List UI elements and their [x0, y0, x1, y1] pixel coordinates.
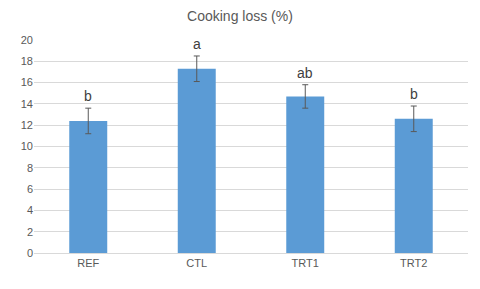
svg-text:TRT2: TRT2	[400, 257, 427, 269]
svg-text:REF: REF	[77, 257, 99, 269]
svg-text:14: 14	[21, 98, 33, 110]
svg-text:4: 4	[27, 204, 33, 216]
svg-text:TRT1: TRT1	[292, 257, 319, 269]
svg-text:8: 8	[27, 162, 33, 174]
svg-text:12: 12	[21, 119, 33, 131]
svg-text:10: 10	[21, 140, 33, 152]
svg-text:6: 6	[27, 183, 33, 195]
svg-text:a: a	[193, 36, 201, 52]
svg-text:ab: ab	[297, 65, 313, 81]
svg-text:2: 2	[27, 226, 33, 238]
svg-text:Cooking loss (%): Cooking loss (%)	[187, 8, 293, 24]
svg-text:b: b	[410, 86, 418, 102]
svg-text:0: 0	[27, 247, 33, 259]
svg-text:CTL: CTL	[186, 257, 207, 269]
svg-text:18: 18	[21, 55, 33, 67]
svg-text:20: 20	[21, 34, 33, 46]
svg-text:16: 16	[21, 76, 33, 88]
svg-text:b: b	[84, 88, 92, 104]
